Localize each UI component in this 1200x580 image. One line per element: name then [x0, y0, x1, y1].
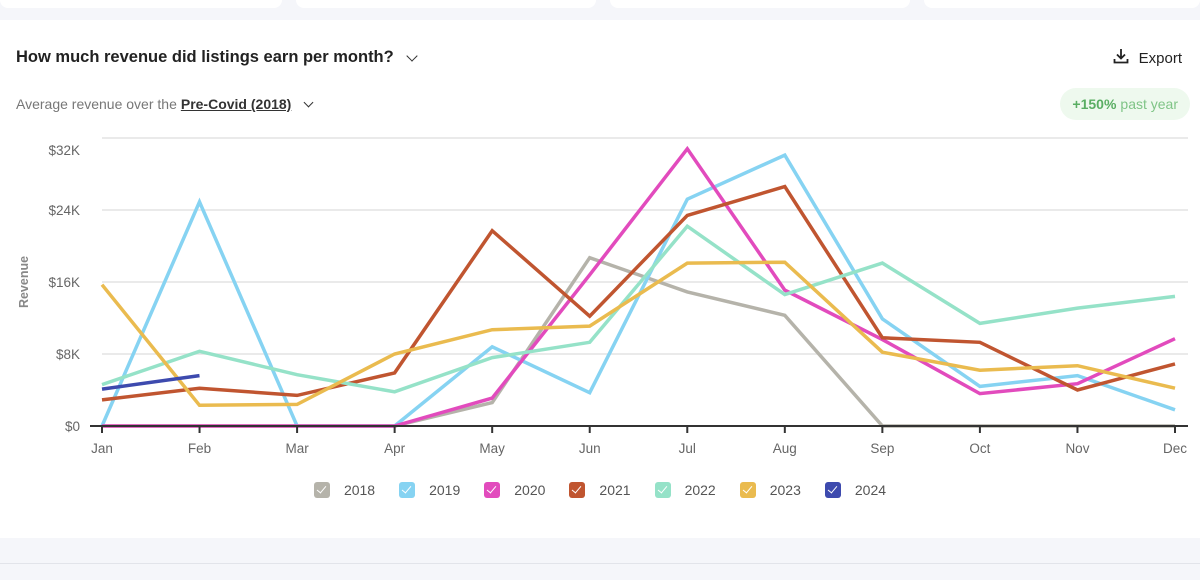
x-tick-label: Nov	[1065, 441, 1089, 456]
series-line-2020[interactable]	[102, 145, 1176, 428]
y-axis-label: Revenue	[17, 256, 31, 308]
x-tick-label: Sep	[870, 441, 894, 456]
x-tick-label: Jun	[579, 441, 601, 456]
period-selector[interactable]: Pre-Covid (2018)	[180, 96, 292, 112]
legend-label: 2022	[684, 482, 716, 498]
series-line-2022[interactable]	[101, 223, 1176, 394]
top-strip	[0, 0, 1200, 20]
x-tick-label: Jul	[679, 441, 696, 456]
legend-label: 2024	[854, 482, 887, 498]
download-icon	[1113, 48, 1129, 68]
checkbox-icon[interactable]	[313, 482, 330, 498]
checkbox-icon[interactable]	[569, 482, 586, 498]
summary-card	[610, 0, 910, 8]
revenue-chart-card	[0, 20, 1200, 538]
chart-legend: 2018 2019 2020 2021 2022 2023 2024	[0, 482, 1200, 498]
checkbox-icon[interactable]	[654, 482, 671, 498]
series-line-2023[interactable]	[100, 260, 1176, 408]
series-line-2024[interactable]	[101, 373, 200, 391]
legend-item-2021[interactable]: 2021	[569, 482, 631, 498]
divider	[0, 563, 1200, 564]
y-tick-label: $24K	[48, 203, 80, 218]
summary-card	[924, 0, 1200, 8]
checkbox-icon[interactable]	[739, 482, 756, 498]
legend-item-2019[interactable]: 2019	[399, 482, 460, 498]
x-tick-label: Feb	[188, 441, 211, 456]
series-line-2019[interactable]	[100, 152, 1176, 428]
legend-label: 2019	[429, 482, 461, 498]
legend-item-2020[interactable]: 2020	[484, 482, 545, 498]
subtitle-prefix: Average revenue over the	[16, 96, 177, 112]
x-tick-label: Mar	[285, 441, 309, 456]
y-tick-label: $8K	[56, 347, 80, 362]
x-tick-label: May	[479, 441, 505, 456]
x-tick-label: Oct	[969, 441, 990, 456]
x-tick-label: Aug	[773, 441, 797, 456]
x-tick-label: Apr	[384, 441, 406, 456]
chart-question-dropdown[interactable]: How much revenue did listings earn per m…	[16, 48, 418, 67]
y-tick-label: $0	[65, 419, 80, 434]
legend-label: 2020	[514, 482, 546, 498]
checkbox-icon[interactable]	[484, 482, 501, 498]
revenue-line-chart: $0 $8K $16K $24K $32K Revenue Jan Feb Mar Apr May J…	[17, 137, 1188, 456]
chart-title: How much revenue did listings earn per m…	[16, 48, 394, 66]
growth-label: past year	[1120, 96, 1178, 112]
legend-item-2022[interactable]: 2022	[654, 482, 716, 498]
legend-item-2023[interactable]: 2023	[739, 482, 801, 498]
growth-badge: +150% past year	[1060, 88, 1190, 120]
y-tick-label: $32K	[48, 143, 80, 158]
summary-card	[0, 0, 282, 8]
series-line-2021[interactable]	[101, 184, 1176, 402]
legend-item-2024[interactable]: 2024	[824, 482, 887, 498]
summary-card	[296, 0, 596, 8]
legend-item-2018[interactable]: 2018	[313, 482, 376, 498]
growth-value: +150%	[1072, 96, 1117, 112]
checkbox-icon[interactable]	[399, 482, 416, 498]
x-tick-label: Dec	[1163, 441, 1187, 456]
export-label: Export	[1138, 49, 1182, 67]
legend-label: 2021	[599, 482, 631, 498]
chart-subtitle: Average revenue over the Pre-Covid (2018…	[16, 96, 314, 112]
legend-label: 2018	[343, 482, 376, 498]
export-button[interactable]: Export	[1113, 48, 1182, 68]
checkbox-icon[interactable]	[824, 482, 841, 498]
y-tick-label: $16K	[48, 275, 80, 290]
x-tick-label: Jan	[91, 441, 113, 456]
legend-label: 2023	[769, 482, 801, 498]
